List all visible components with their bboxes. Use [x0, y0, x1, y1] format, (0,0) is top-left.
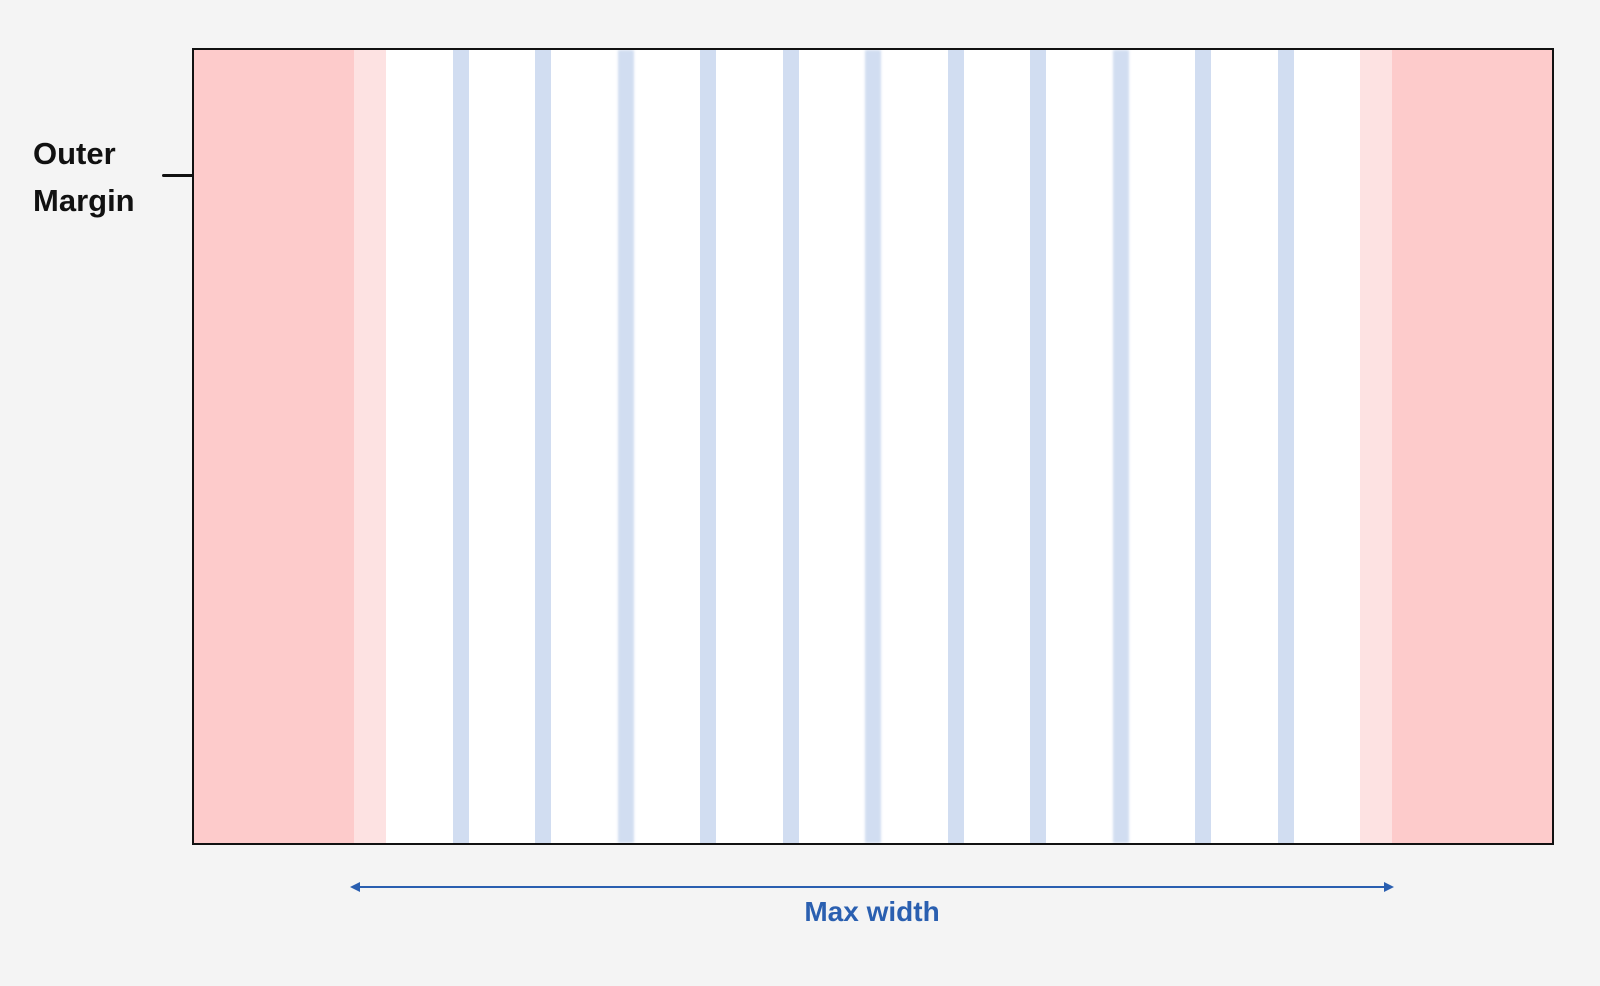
outer-margin-left — [194, 50, 354, 843]
outer-margin-label: Outer Margin — [33, 130, 135, 224]
outer-margin-label-line-1: Outer — [33, 136, 116, 171]
outer-margin-right — [1392, 50, 1552, 843]
gutter — [452, 50, 469, 843]
inner-margin-left — [354, 50, 386, 843]
max-width-label: Max width — [804, 896, 940, 927]
gutter — [1030, 50, 1046, 843]
gutter — [1195, 50, 1211, 843]
max-width-dimension-arrow — [350, 881, 1394, 893]
grid-frame — [192, 48, 1554, 845]
gutter — [617, 50, 634, 843]
outer-margin-label-line-2: Margin — [33, 183, 135, 218]
gutter — [947, 50, 964, 843]
gutter — [1277, 50, 1294, 843]
gutter — [782, 50, 799, 843]
max-width-arrow-icon — [350, 882, 1394, 892]
gutter — [535, 50, 551, 843]
gutter-layer — [194, 50, 1552, 843]
gutter — [700, 50, 716, 843]
inner-margin-right — [1360, 50, 1392, 843]
gutter — [1112, 50, 1129, 843]
gutter — [865, 50, 881, 843]
